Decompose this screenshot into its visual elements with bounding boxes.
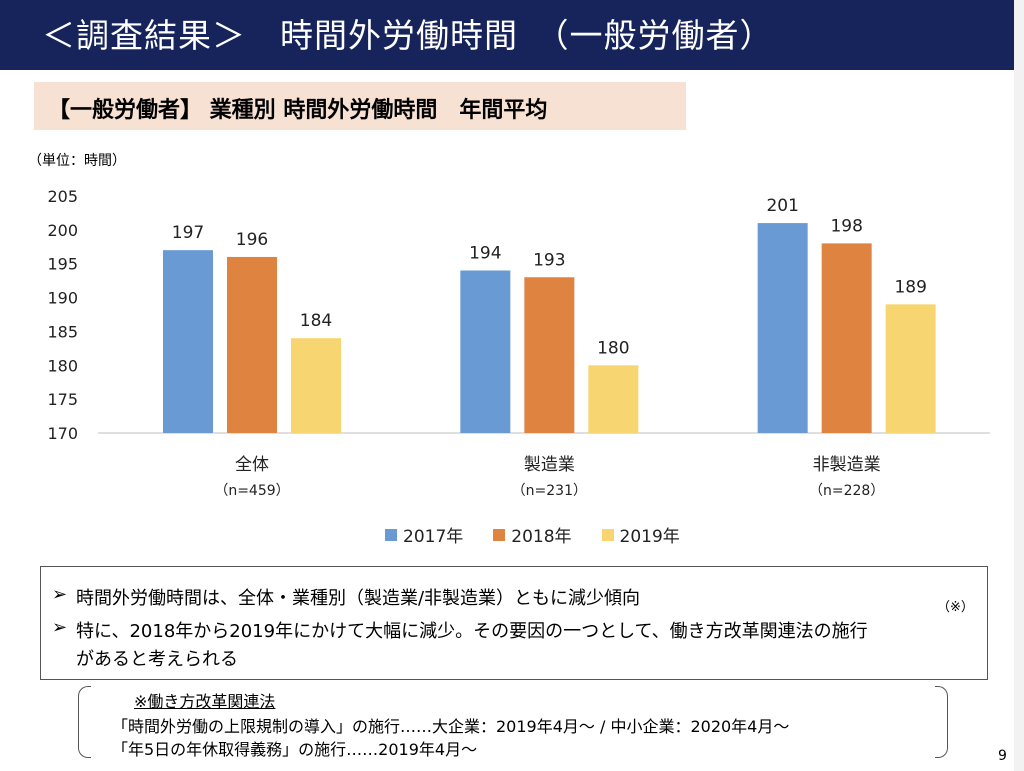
legend-swatch-2019 [601,528,614,541]
bar [227,256,277,433]
bar [588,365,639,433]
page-number: 9 [998,748,1007,764]
chart-legend: 2017年 2018年 2019年 [385,522,680,547]
legend-item-2019: 2019年 [601,522,680,547]
title-bar: ＜調査結果＞ 時間外労働時間 （一般労働者） [0,0,1014,70]
y-tick-label: 185 [47,322,78,341]
bracket-right [935,686,948,758]
data-label: 194 [469,243,501,263]
footnote-box: ※働き方改革関連法 「時間外労働の上限規制の導入」の施行……大企業：2019年4… [78,686,948,760]
bar [757,223,808,433]
legend-item-2018: 2018年 [493,522,572,547]
x-category-label: 全体 [235,455,269,475]
bullet-arrow-icon: ➢ [52,617,68,638]
legend-item-2017: 2017年 [385,522,463,547]
data-label: 201 [766,196,798,216]
page-title: ＜調査結果＞ 時間外労働時間 （一般労働者） [42,16,774,55]
data-label: 198 [830,216,862,236]
legend-swatch-2018 [493,528,506,541]
bar [163,250,213,433]
note-line-1: 「時間外労働の上限規制の導入」の施行……大企業：2019年4月～ / 中小企業：… [112,717,790,736]
y-tick-label: 200 [47,221,78,240]
data-label: 189 [894,277,926,297]
bullet-arrow-icon: ➢ [52,584,68,605]
y-tick-label: 170 [47,424,78,443]
data-label: 197 [172,223,204,243]
footnote-marker: （※） [937,600,974,615]
summary-line-2: 特に、2018年から2019年にかけて大幅に減少。その要因の一つとして、働き方改… [76,621,868,642]
chart-subtitle: 【一般労働者】 業種別 時間外労働時間 年間平均 [48,98,548,123]
data-label: 184 [300,311,332,331]
bracket-left [78,686,91,758]
legend-label-2017: 2017年 [403,527,464,547]
x-category-note: （n=459） [214,483,289,499]
summary-box [40,566,988,680]
data-label: 193 [533,250,565,270]
data-label: 180 [597,338,629,358]
x-category-label: 非製造業 [813,455,881,475]
y-tick-label: 175 [47,390,78,409]
note-heading: ※働き方改革関連法 [134,692,276,711]
note-line-2: 「年5日の年休取得義務」の施行……2019年4月～ [112,740,478,759]
y-tick-label: 180 [47,356,78,375]
bar [821,243,872,433]
y-tick-label: 190 [47,289,78,308]
summary-line-1: 時間外労働時間は、全体・業種別（製造業/非製造業）ともに減少傾向 [76,588,641,609]
summary-line-3: があると考えられる [76,649,238,670]
x-category-note: （n=228） [809,483,884,499]
legend-label-2019: 2019年 [619,527,680,547]
x-category-note: （n=231） [512,483,587,499]
bar [460,270,511,433]
subtitle-box: 【一般労働者】 業種別 時間外労働時間 年間平均 [34,82,686,130]
bar [291,338,341,433]
x-category-label: 製造業 [524,455,575,475]
legend-swatch-2017 [385,528,397,541]
bar-chart: 205 200 195 190 185 180 175 170 197 196 184 全体 （n=45… [47,187,990,499]
legend-label-2018: 2018年 [511,527,572,547]
unit-label: （単位：時間） [28,153,126,169]
y-tick-label: 205 [47,187,78,206]
data-label: 196 [236,230,268,250]
y-tick-label: 195 [47,255,78,274]
bar [524,277,575,433]
bar [885,304,936,433]
